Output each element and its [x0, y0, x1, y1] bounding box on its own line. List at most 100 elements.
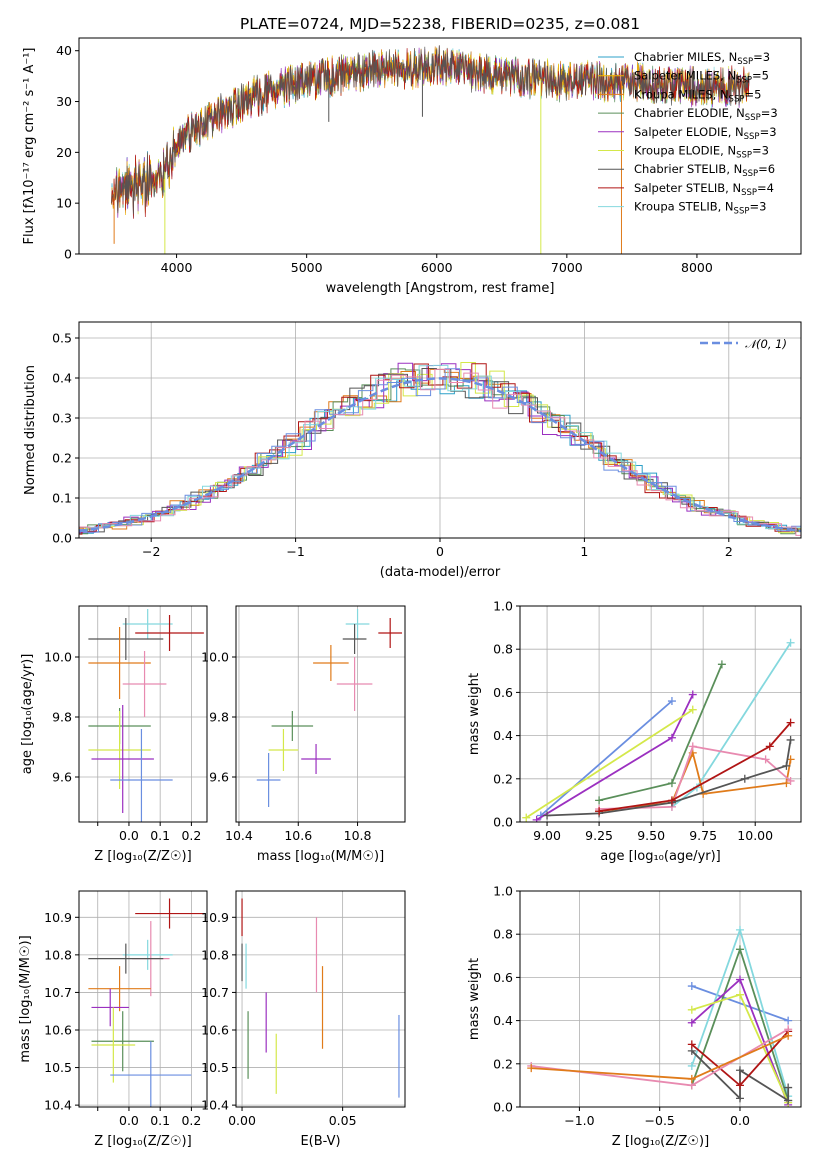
weight-marker [740, 774, 749, 783]
spectrum-xtick-label: 6000 [421, 260, 453, 275]
mass-vs-Z-ytick-label: 10.4 [44, 1098, 72, 1113]
age-vs-mass-xtick-label: 10.6 [284, 828, 312, 843]
spectrum-ylabel: Flux [fλ10⁻¹⁷ erg cm⁻² s⁻¹ A⁻¹] [22, 48, 37, 245]
weight-line [525, 708, 694, 819]
weight-marker [765, 742, 774, 751]
mass-vs-ebv-xtick-label: 0.05 [329, 1113, 357, 1128]
spectrum-xtick-label: 7000 [551, 260, 583, 275]
weight-marker [735, 1081, 744, 1090]
residuals-xtick-label: 2 [725, 544, 733, 559]
gaussian-curve [79, 377, 801, 533]
legend-entry: Kroupa MILES, NSSP=5 [634, 87, 761, 104]
spectrum-plot: 4000 5000 6000 7000 8000 0 10 20 30 40 wavelength … [22, 37, 802, 296]
legend-entry: Chabrier STELIB, NSSP=6 [634, 162, 775, 179]
weight-vs-Z-xtick-label: −0.5 [645, 1113, 675, 1128]
mass-vs-ebv-ytick-label: 10.4 [201, 1098, 229, 1113]
residuals-ytick-label: 0.2 [52, 451, 72, 466]
weight-marker [667, 733, 676, 742]
spectrum-legend: Chabrier MILES, NSSP=3 Salpeter MILES, NS… [598, 50, 778, 217]
weight-vs-age-xtick-label: 9.50 [637, 828, 665, 843]
residuals-xlabel: (data-model)/error [380, 565, 501, 580]
weight-vs-Z-ytick-label: 0.6 [493, 970, 513, 985]
weight-vs-age-plot: 9.00 9.25 9.50 9.75 10.00 0.0 0.2 0.4 0.6 0.8 1.0 a… [467, 599, 802, 864]
weight-line [547, 739, 792, 817]
weight-vs-Z-ylabel: mass weight [467, 958, 482, 1040]
mass-vs-ebv-xtick-label: 0.00 [228, 1113, 256, 1128]
mass-vs-ebv-ytick-label: 10.7 [201, 985, 229, 1000]
weight-vs-age-marks [522, 638, 795, 822]
residuals-ytick-label: 0.4 [52, 371, 72, 386]
legend-entry: Kroupa STELIB, NSSP=3 [634, 200, 766, 217]
spectrum-line [111, 45, 750, 214]
age-vs-Z-ylabel: age [log₁₀(age/yr)] [20, 654, 35, 775]
residuals-ytick-label: 0.5 [52, 331, 72, 346]
mass-vs-ebv-ytick-label: 10.8 [201, 947, 229, 962]
weight-marker [735, 1094, 744, 1103]
weight-marker [761, 755, 770, 764]
weight-marker [543, 811, 552, 820]
weight-vs-Z-ytick-label: 0.4 [493, 1013, 513, 1028]
residuals-plot: −2 −1 0 1 2 0.0 0.1 0.2 0.3 0.4 0.5 (data-model)/er… [23, 321, 802, 580]
mass-vs-Z-xlabel: Z [log₁₀(Z/Z☉)] [94, 1134, 191, 1149]
spectrum-ytick-label: 20 [56, 145, 72, 160]
weight-marker [595, 807, 604, 816]
age-vs-mass-ytick-label: 10.0 [201, 650, 229, 665]
spectrum-ytick-label: 10 [56, 196, 72, 211]
weight-marker [667, 796, 676, 805]
weight-vs-Z-marks [527, 925, 793, 1107]
weight-marker [667, 779, 676, 788]
weight-marker [687, 1018, 696, 1027]
weight-marker [717, 660, 726, 669]
age-vs-Z-xtick-label: 0.2 [181, 828, 201, 843]
weight-marker [735, 975, 744, 984]
age-vs-Z-ytick-label: 9.8 [52, 710, 72, 725]
mass-vs-Z-frame [78, 890, 208, 1108]
weight-vs-Z-ytick-label: 0.8 [493, 927, 513, 942]
age-vs-Z-plot: 0.0 0.1 0.2 9.6 9.8 10.0 Z [log₁₀(Z/Z☉)] age [l… [20, 605, 208, 864]
age-vs-mass-frame [235, 605, 406, 823]
weight-vs-age-xtick-label: 9.25 [585, 828, 613, 843]
weight-vs-age-ytick-label: 0.2 [493, 771, 513, 786]
weight-marker [688, 705, 697, 714]
mass-vs-ebv-xlabel: E(B-V) [300, 1134, 340, 1149]
weight-marker [735, 1066, 744, 1075]
weight-marker [782, 779, 791, 788]
residuals-ytick-label: 0.3 [52, 411, 72, 426]
weight-vs-age-xtick-label: 9.75 [689, 828, 717, 843]
residual-histogram [79, 368, 801, 533]
spectrum-ytick-label: 40 [56, 43, 72, 58]
mass-vs-Z-plot: 0.0 0.1 0.2 10.4 10.5 10.6 10.7 10.8 10.9 Z [log₁… [18, 890, 208, 1149]
mass-vs-ebv-plot: 0.00 0.05 10.4 10.5 10.6 10.7 10.8 10.9 E(B-V) [201, 890, 406, 1149]
weight-line [598, 750, 792, 813]
residuals-ytick-label: 0.1 [52, 491, 72, 506]
weight-marker [595, 796, 604, 805]
mass-vs-ebv-ytick-label: 10.6 [201, 1022, 229, 1037]
weight-vs-Z-frame [519, 890, 802, 1108]
weight-marker [735, 990, 744, 999]
weight-marker [688, 742, 697, 751]
residuals-frame [78, 321, 802, 539]
weight-vs-Z-plot: −1.0 −0.5 0.0 0.0 0.2 0.4 0.6 0.8 1.0 Z [log₁₀(Z/… [467, 884, 802, 1149]
weight-marker [784, 1016, 793, 1025]
weight-vs-age-ytick-label: 1.0 [493, 599, 513, 614]
mass-vs-Z-xtick-label: 0.0 [119, 1113, 139, 1128]
weight-marker [782, 761, 791, 770]
residual-histogram [79, 368, 801, 536]
mass-vs-Z-ylabel: mass [log₁₀(M/M☉)] [18, 935, 33, 1062]
weight-marker [667, 697, 676, 706]
mass-vs-Z-ytick-label: 10.5 [44, 1060, 72, 1075]
age-vs-mass-ytick-label: 9.8 [209, 710, 229, 725]
mass-vs-ebv-ytick-label: 10.5 [201, 1060, 229, 1075]
residual-histogram [79, 368, 801, 533]
residuals-ylabel: Normed distribution [23, 365, 38, 495]
legend-entry: Salpeter MILES, NSSP=5 [634, 69, 769, 86]
mass-vs-Z-xtick-label: 0.1 [150, 1113, 170, 1128]
age-vs-mass-marks [256, 609, 403, 807]
weight-marker [786, 638, 795, 647]
age-vs-mass-plot: 10.4 10.6 10.8 9.6 9.8 10.0 mass [log₁₀(M/M☉)] [201, 605, 406, 864]
mass-vs-ebv-frame [235, 890, 406, 1108]
residuals-marks [79, 362, 801, 536]
age-vs-Z-xtick-label: 0.1 [150, 828, 170, 843]
weight-vs-age-xlabel: age [log₁₀(age/yr)] [600, 849, 721, 864]
